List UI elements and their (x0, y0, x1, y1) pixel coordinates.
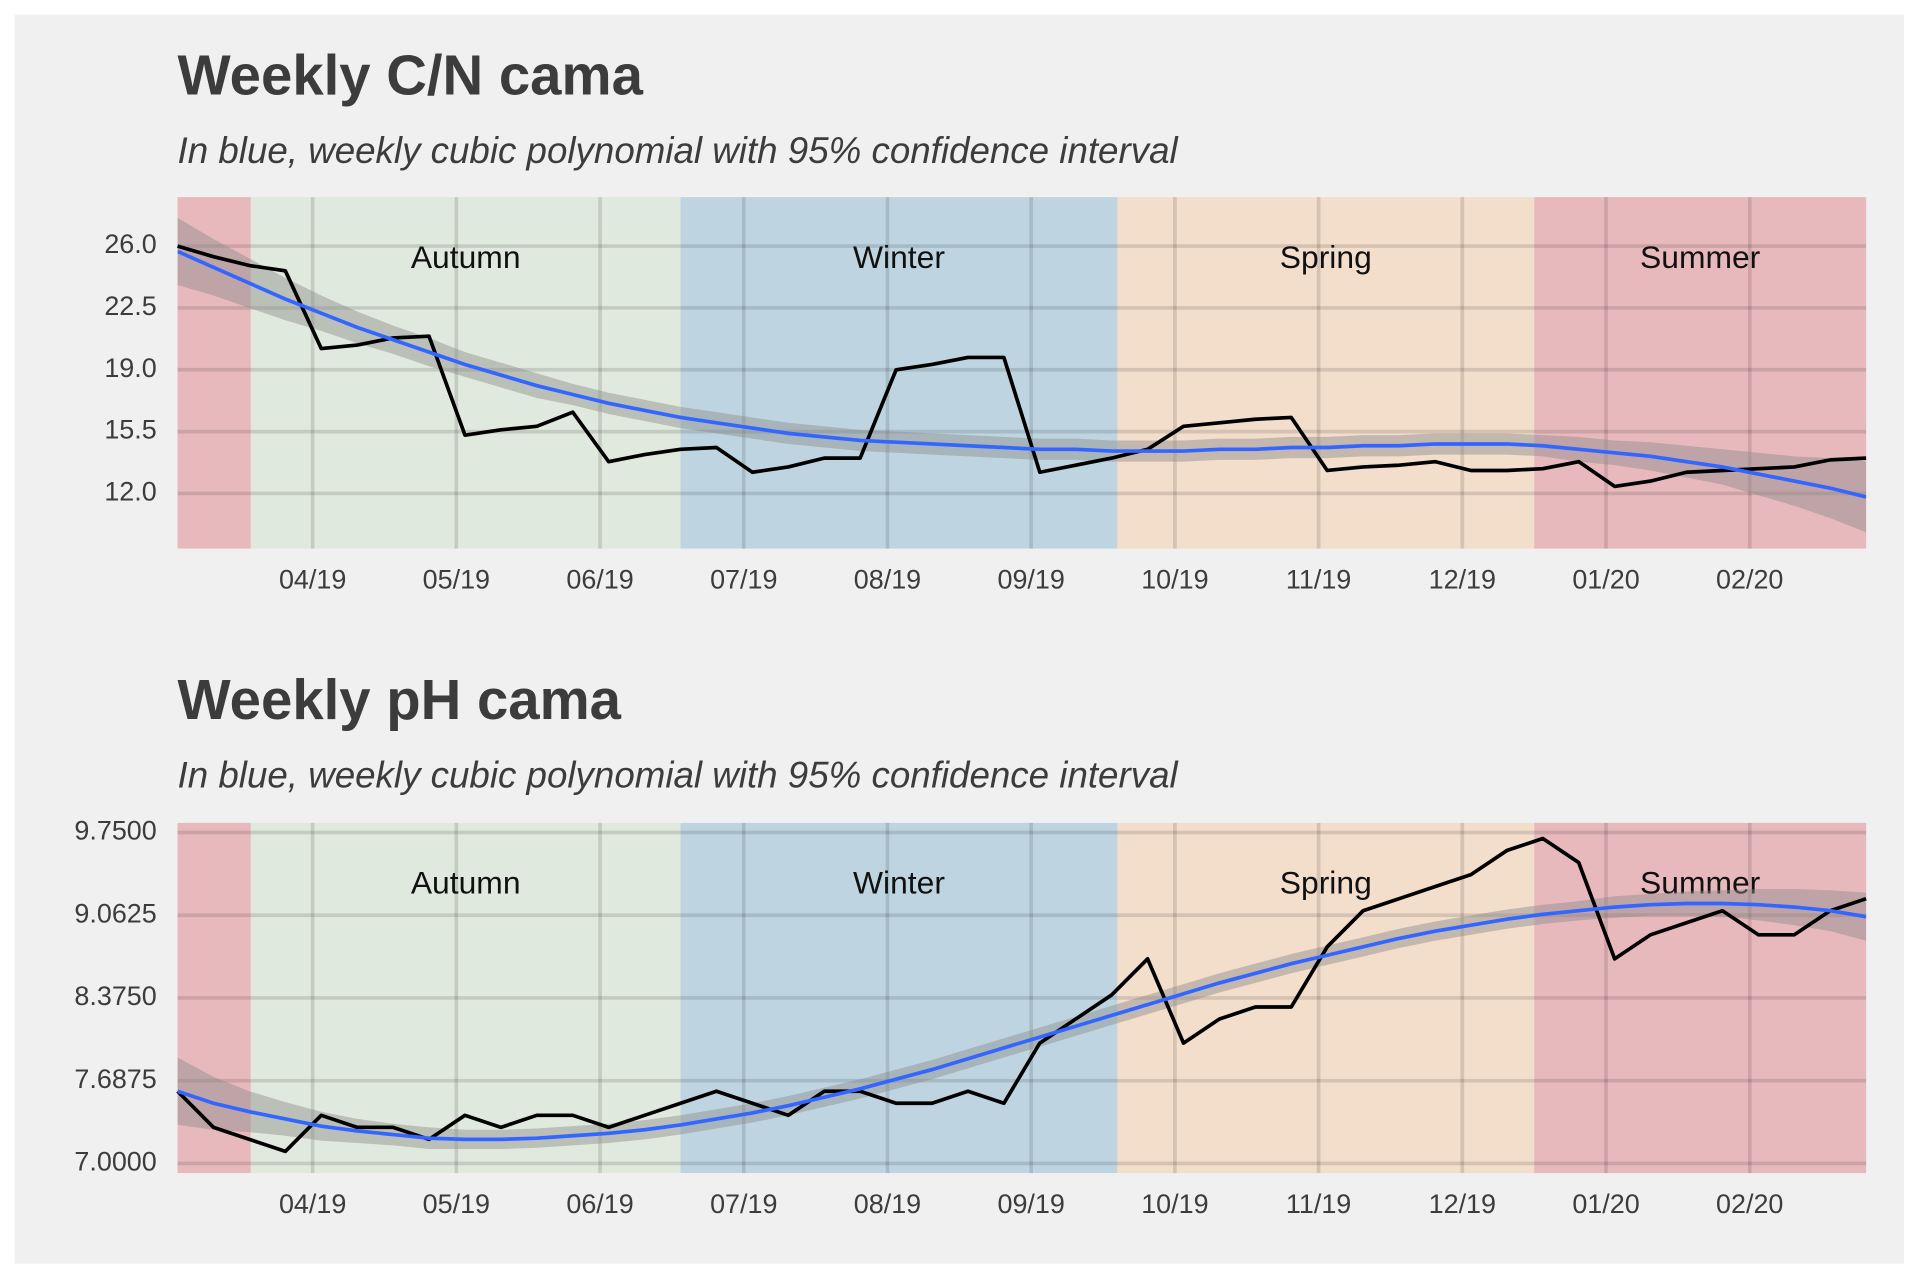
season-label: Autumn (411, 865, 521, 901)
x-tick-label: 09/19 (997, 565, 1064, 595)
x-tick-label: 11/19 (1286, 1189, 1351, 1219)
y-tick-label: 22.5 (104, 291, 156, 321)
x-tick-label: 08/19 (854, 565, 921, 595)
x-tick-label: 05/19 (423, 1189, 490, 1219)
y-tick-label: 9.7500 (74, 816, 156, 846)
x-tick-label: 11/19 (1286, 565, 1351, 595)
x-tick-label: 12/19 (1429, 1189, 1496, 1219)
season-band (1117, 822, 1535, 1174)
chart-title: Weekly C/N cama (178, 43, 644, 106)
canvas: Weekly C/N cama In blue, weekly cubic pol… (14, 14, 1905, 1264)
chart-subtitle: In blue, weekly cubic polynomial with 95… (178, 754, 1179, 795)
x-tick-label: 07/19 (710, 565, 777, 595)
confidence-band (177, 217, 1867, 533)
season-label: Winter (853, 239, 945, 275)
x-tick-label: 01/20 (1572, 565, 1639, 595)
x-tick-label: 12/19 (1429, 565, 1496, 595)
x-tick-label: 10/19 (1141, 1189, 1208, 1219)
season-label: Autumn (411, 239, 521, 275)
x-tick-label: 06/19 (566, 1189, 633, 1219)
x-tick-label: 05/19 (423, 565, 490, 595)
y-tick-label: 12.0 (104, 477, 156, 507)
x-tick-label: 02/20 (1716, 1189, 1783, 1219)
season-band (177, 822, 251, 1174)
y-tick-label: 26.0 (104, 229, 156, 259)
season-label: Winter (853, 865, 945, 901)
chart-subtitle: In blue, weekly cubic polynomial with 95… (178, 130, 1179, 171)
y-tick-label: 7.6875 (74, 1064, 156, 1094)
y-tick-label: 19.0 (104, 353, 156, 383)
season-band (250, 197, 681, 549)
season-band (680, 822, 1118, 1174)
x-tick-label: 04/19 (279, 1189, 346, 1219)
data-line (177, 244, 1867, 489)
x-tick-label: 02/20 (1716, 565, 1783, 595)
x-tick-label: 07/19 (710, 1189, 777, 1219)
data-line (176, 836, 1867, 1154)
season-label: Summer (1640, 865, 1761, 901)
chart-title: Weekly pH cama (178, 668, 622, 731)
x-tick-label: 10/19 (1141, 565, 1208, 595)
y-tick-label: 9.0625 (74, 898, 156, 928)
fit-line (177, 901, 1867, 1142)
season-label: Summer (1640, 239, 1761, 275)
y-tick-label: 15.5 (104, 415, 156, 445)
season-band (1534, 197, 1867, 549)
season-label: Spring (1280, 865, 1372, 901)
season-band (680, 197, 1118, 549)
y-tick-label: 8.3750 (74, 981, 156, 1011)
season-label: Spring (1280, 239, 1372, 275)
x-tick-label: 08/19 (854, 1189, 921, 1219)
x-tick-label: 01/20 (1572, 1189, 1639, 1219)
season-band (1534, 822, 1867, 1174)
x-tick-label: 06/19 (566, 565, 633, 595)
fit-line (177, 249, 1867, 499)
x-tick-label: 09/19 (997, 1189, 1064, 1219)
season-band (1117, 197, 1535, 549)
x-tick-label: 04/19 (279, 565, 346, 595)
y-tick-label: 7.0000 (74, 1147, 156, 1177)
